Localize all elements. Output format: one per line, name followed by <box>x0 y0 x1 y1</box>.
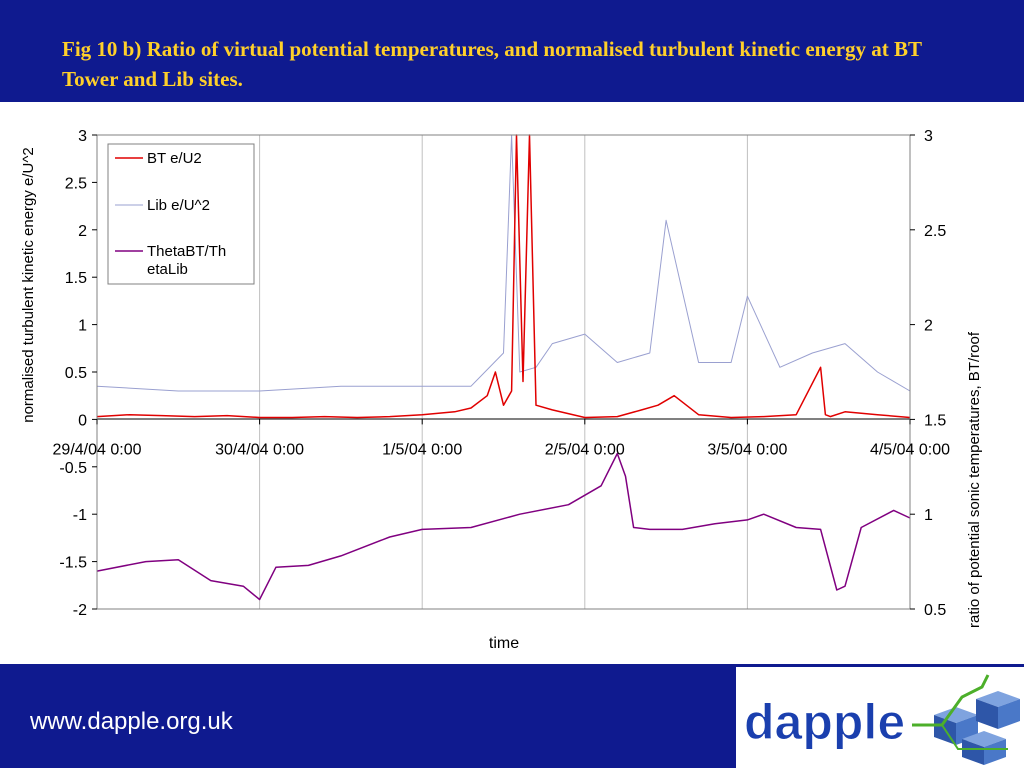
right-tick-label: 0.5 <box>924 602 946 619</box>
left-tick-label: -1 <box>73 507 87 524</box>
x-axis-ticks: 29/4/04 0:00 30/4/04 0:00 1/5/04 0:00 2/5/0… <box>53 419 950 458</box>
left-tick-label: 1.5 <box>65 270 87 287</box>
header-divider <box>0 102 1024 104</box>
slide-title: Fig 10 b) Ratio of virtual potential tem… <box>62 37 922 91</box>
website-link[interactable]: www.dapple.org.uk <box>30 708 233 735</box>
right-axis-title: ratio of potential sonic temperatures, B… <box>966 331 983 628</box>
right-axis-ticks: 3 2.5 2 1.5 1 0.5 <box>910 128 946 619</box>
logo-wordmark: dapple <box>744 694 905 750</box>
legend-label-theta: ThetaBT/Th etaLib <box>147 243 226 278</box>
x-tick-label: 29/4/04 0:00 <box>53 441 142 458</box>
footer-band: www.dapple.org.uk dapple <box>0 664 1024 768</box>
chart: 3 2.5 2 1.5 1 0.5 0 -0.5 -1 -1.5 -2 3 2.5 2 1.5 1 0.5 2… <box>20 128 983 652</box>
legend-box <box>107 143 255 285</box>
left-tick-label: -2 <box>73 602 87 619</box>
left-axis-title: normalised turbulent kinetic energy e/U^… <box>20 147 37 423</box>
left-tick-label: 2.5 <box>65 175 87 192</box>
x-tick-label: 30/4/04 0:00 <box>215 441 304 458</box>
right-tick-label: 2 <box>924 318 933 335</box>
left-tick-label: 0.5 <box>65 365 87 382</box>
x-tick-label: 3/5/04 0:00 <box>707 441 787 458</box>
left-tick-label: 1 <box>78 318 87 335</box>
x-tick-label: 4/5/04 0:00 <box>870 441 950 458</box>
left-axis-ticks: 3 2.5 2 1.5 1 0.5 0 -0.5 -1 -1.5 -2 <box>59 128 97 619</box>
series-layer <box>96 134 911 601</box>
series-line-lib <box>96 134 911 392</box>
series-line-bt <box>96 134 911 419</box>
left-tick-label: 2 <box>78 223 87 240</box>
x-tick-label: 1/5/04 0:00 <box>382 441 462 458</box>
logo-cubes-icon <box>912 674 1020 765</box>
left-tick-label: 0 <box>78 412 87 429</box>
dapple-logo: dapple <box>736 667 1024 768</box>
left-tick-label: -0.5 <box>59 460 87 477</box>
right-tick-label: 1.5 <box>924 412 946 429</box>
logo-graphic: dapple <box>744 674 1020 765</box>
legend: BT e/U2 Lib e/U^2 ThetaBT/Th etaLib <box>107 143 255 285</box>
legend-label-lib: Lib e/U^2 <box>147 197 210 214</box>
x-axis-title: time <box>489 635 519 652</box>
right-tick-label: 1 <box>924 507 933 524</box>
header-band: Fig 10 b) Ratio of virtual potential tem… <box>0 0 1024 102</box>
x-tick-label: 2/5/04 0:00 <box>545 441 625 458</box>
left-tick-label: 3 <box>78 128 87 145</box>
left-tick-label: -1.5 <box>59 555 87 572</box>
series-line-theta <box>96 452 911 601</box>
right-tick-label: 2.5 <box>924 223 946 240</box>
right-tick-label: 3 <box>924 128 933 145</box>
legend-label-bt: BT e/U2 <box>147 150 202 167</box>
